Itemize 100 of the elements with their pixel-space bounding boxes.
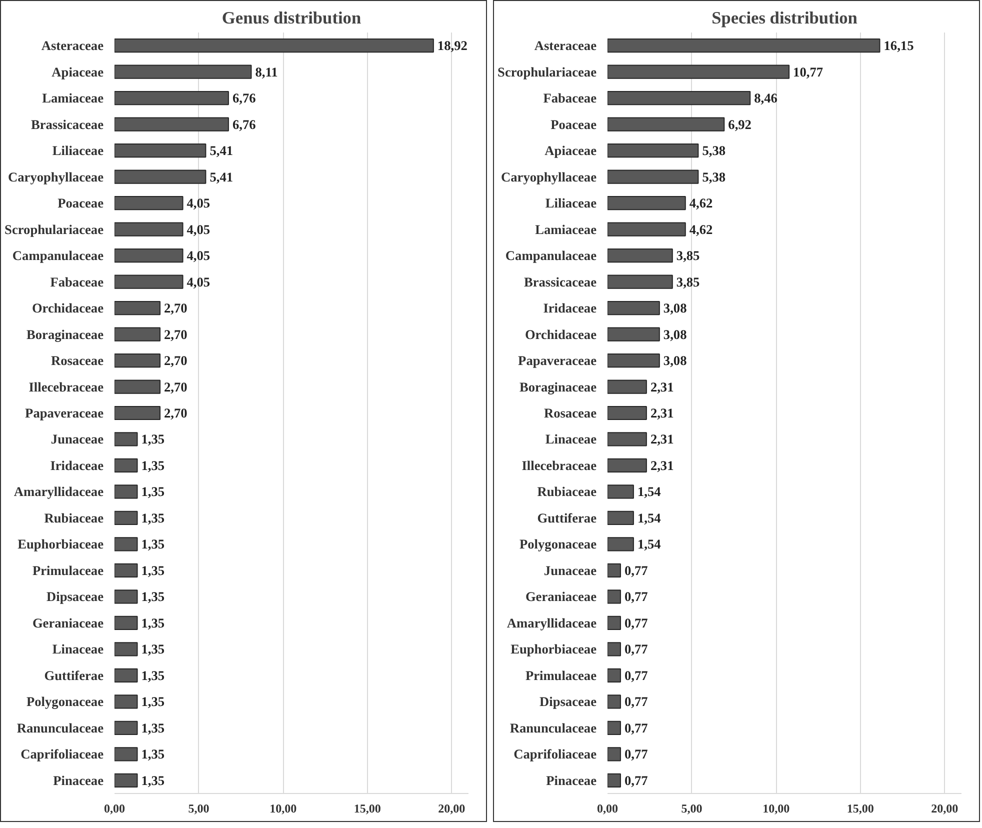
bar [114, 274, 184, 289]
y-tick-label: Fabaceae [50, 274, 104, 290]
y-tick-label: Orchidaceae [524, 326, 597, 342]
bar [114, 642, 138, 656]
bar [608, 406, 647, 420]
bar [608, 458, 647, 473]
x-tick-label: 20,00 [931, 802, 958, 816]
bar [608, 380, 647, 394]
data-label: 5,41 [210, 143, 234, 158]
data-label: 1,35 [141, 746, 165, 762]
bar [114, 484, 138, 499]
y-tick-label: Lamiaceae [535, 222, 597, 237]
data-label: 2,31 [650, 432, 674, 447]
bar [114, 117, 229, 132]
data-label: 1,54 [637, 536, 662, 552]
data-label: 1,35 [141, 772, 165, 788]
data-label: 1,35 [141, 536, 165, 552]
bar [608, 353, 660, 368]
bar [608, 616, 621, 630]
data-label: 1,35 [141, 589, 165, 604]
x-tick-label: 15,00 [846, 802, 874, 816]
data-label: 2,31 [650, 406, 674, 420]
bar [608, 38, 880, 53]
bar [608, 510, 634, 526]
x-tick-label: 15,00 [354, 802, 381, 816]
y-tick-label: Caprifoliaceae [514, 746, 597, 762]
y-tick-label: Iridaceae [543, 300, 597, 316]
data-label: 1,35 [141, 668, 165, 683]
data-label: 2,70 [164, 326, 188, 342]
y-tick-label: Scrophulariaceae [4, 222, 104, 237]
y-tick-label: Asteraceae [534, 38, 597, 54]
y-tick-label: Brassicaceae [30, 116, 104, 132]
bar [114, 747, 138, 762]
y-tick-label: Brassicaceae [524, 274, 597, 290]
data-label: 1,35 [141, 642, 165, 657]
data-label: 1,35 [141, 458, 165, 473]
y-tick-label: Papaveraceae [518, 353, 597, 368]
data-label: 1,35 [141, 562, 165, 578]
data-label: 2,31 [650, 458, 674, 473]
x-tick-label: 10,00 [762, 802, 790, 816]
bar [608, 668, 621, 682]
bar [114, 668, 138, 682]
y-tick-label: Rubiaceae [537, 484, 597, 500]
bar [114, 353, 161, 368]
bar [114, 694, 138, 709]
bar [608, 590, 621, 604]
data-label: 6,76 [232, 90, 256, 106]
bar [114, 563, 138, 578]
data-label: 4,05 [186, 196, 210, 211]
data-label: 3,85 [676, 248, 700, 264]
bar [608, 720, 621, 735]
y-tick-label: Rosaceae [50, 353, 104, 368]
y-tick-label: Dipsaceae [539, 694, 597, 710]
bar [114, 616, 138, 630]
y-tick-label: Primulaceae [525, 668, 597, 683]
y-tick-label: Ranunculaceae [16, 720, 104, 736]
data-label: 0,77 [624, 589, 648, 604]
y-tick-label: Asteraceae [41, 38, 104, 54]
data-label: 4,05 [186, 248, 210, 264]
data-label: 0,77 [624, 694, 648, 710]
bar [608, 563, 621, 578]
data-label: 6,92 [728, 116, 752, 132]
bar [608, 64, 790, 79]
bar [608, 642, 621, 656]
data-label: 4,62 [689, 196, 714, 211]
bar [608, 484, 634, 499]
data-label: 2,70 [164, 300, 188, 316]
bar [114, 222, 184, 236]
bar [114, 537, 138, 552]
x-tick-label: 20,00 [438, 802, 466, 816]
y-tick-label: Poaceae [550, 116, 597, 132]
y-tick-label: Orchidaceae [32, 300, 104, 316]
y-tick-label: Pinaceae [53, 772, 104, 788]
data-label: 8,11 [255, 64, 278, 80]
y-tick-label: Geraniaceae [525, 589, 597, 604]
y-tick-label: Campanulaceae [505, 248, 597, 264]
data-label: 4,05 [186, 274, 210, 290]
y-tick-label: Iridaceae [50, 458, 104, 473]
bar [114, 196, 184, 210]
bar [114, 380, 161, 394]
data-label: 0,77 [624, 642, 648, 657]
bar [114, 406, 161, 420]
data-label: 3,08 [663, 353, 688, 368]
data-label: 10,77 [793, 64, 824, 80]
bar [608, 144, 699, 158]
bar [608, 694, 621, 709]
y-tick-label: Illecebraceae [522, 458, 597, 473]
bar [114, 432, 138, 446]
bar [114, 773, 138, 788]
chart-title: Genus distribution [222, 8, 362, 28]
y-tick-label: Linaceae [545, 432, 597, 447]
y-tick-label: Illecebraceae [28, 379, 104, 394]
y-tick-label: Junaceae [50, 432, 104, 447]
data-label: 1,35 [141, 694, 165, 710]
bar [608, 196, 686, 210]
data-label: 5,41 [210, 169, 234, 184]
data-label: 3,08 [663, 326, 688, 342]
bar [608, 300, 660, 316]
data-label: 1,54 [637, 484, 662, 500]
y-tick-label: Scrophulariaceae [498, 64, 597, 80]
